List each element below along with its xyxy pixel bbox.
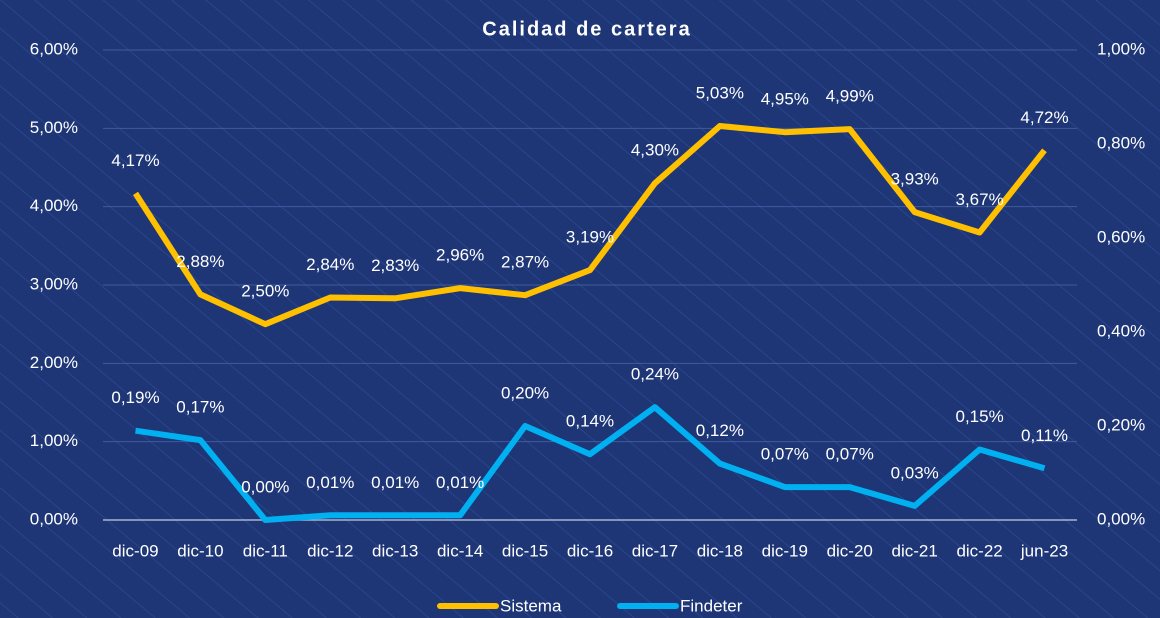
x-tick-label: jun-23 [1020, 541, 1068, 560]
data-label: 0,17% [176, 398, 224, 417]
data-label: 0,01% [371, 473, 419, 492]
data-label: 4,95% [761, 90, 809, 109]
data-label: 0,15% [955, 407, 1003, 426]
y-tick-label: 0,00% [30, 509, 78, 528]
y2-tick-label: 1,00% [1097, 39, 1145, 58]
data-label: 0,24% [631, 365, 679, 384]
data-label: 0,03% [891, 463, 939, 482]
y-tick-label: 2,00% [30, 353, 78, 372]
y2-tick-label: 0,00% [1097, 509, 1145, 528]
y-tick-label: 1,00% [30, 431, 78, 450]
x-tick-label: dic-18 [697, 541, 743, 560]
x-tick-label: dic-16 [567, 541, 613, 560]
data-label: 0,19% [111, 388, 159, 407]
data-label: 0,07% [761, 445, 809, 464]
data-label: 0,14% [566, 412, 614, 431]
y-tick-label: 3,00% [30, 274, 78, 293]
data-label: 4,99% [826, 87, 874, 106]
y2-tick-label: 0,80% [1097, 133, 1145, 152]
legend-label: Sistema [500, 596, 562, 615]
data-label: 0,07% [826, 445, 874, 464]
data-label: 0,20% [501, 383, 549, 402]
x-tick-label: dic-22 [956, 541, 1002, 560]
data-label: 4,72% [1020, 108, 1068, 127]
data-label: 2,50% [241, 282, 289, 301]
data-label: 0,00% [241, 477, 289, 496]
x-tick-label: dic-09 [112, 541, 158, 560]
data-label: 2,88% [176, 252, 224, 271]
x-tick-label: dic-21 [892, 541, 938, 560]
y2-tick-label: 0,60% [1097, 227, 1145, 246]
x-tick-label: dic-14 [437, 541, 483, 560]
x-tick-label: dic-17 [632, 541, 678, 560]
x-tick-label: dic-20 [827, 541, 873, 560]
data-label: 3,67% [955, 190, 1003, 209]
data-label: 2,83% [371, 256, 419, 275]
legend-label: Findeter [680, 596, 743, 615]
data-label: 2,96% [436, 246, 484, 265]
x-tick-label: dic-11 [243, 541, 288, 560]
data-label: 2,84% [306, 255, 354, 274]
x-tick-label: dic-13 [372, 541, 418, 560]
data-label: 5,03% [696, 83, 744, 102]
series-line [132, 123, 1047, 328]
y2-tick-label: 0,40% [1097, 321, 1145, 340]
x-tick-label: dic-15 [502, 541, 548, 560]
x-tick-label: dic-12 [307, 541, 353, 560]
series-line [135, 404, 1046, 523]
data-label: 0,01% [436, 473, 484, 492]
data-label: 0,11% [1021, 426, 1068, 445]
data-label: 4,17% [111, 151, 159, 170]
y-tick-label: 4,00% [30, 196, 78, 215]
x-tick-label: dic-19 [762, 541, 808, 560]
data-label: 3,19% [566, 228, 614, 247]
y-tick-label: 5,00% [30, 118, 78, 137]
y2-tick-label: 0,20% [1097, 415, 1145, 434]
y-tick-label: 6,00% [30, 39, 78, 58]
data-label: 0,12% [696, 421, 744, 440]
data-label: 4,30% [631, 141, 679, 160]
data-label: 0,01% [306, 473, 354, 492]
data-label: 3,93% [891, 170, 939, 189]
chart-title: Calidad de cartera [482, 18, 691, 40]
x-tick-label: dic-10 [177, 541, 223, 560]
data-label: 2,87% [501, 253, 549, 272]
